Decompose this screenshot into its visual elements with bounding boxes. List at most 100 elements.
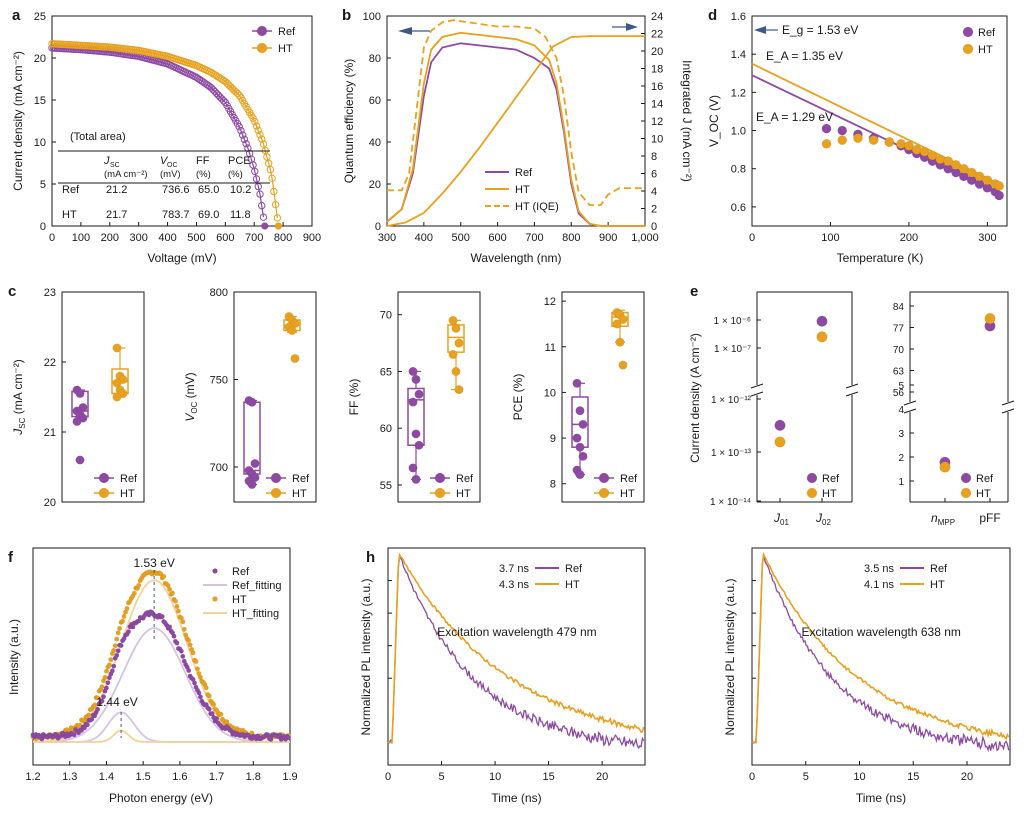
axis-break-mark bbox=[750, 383, 764, 389]
legend-marker bbox=[960, 487, 972, 499]
pl-data-point bbox=[178, 648, 184, 654]
legend-marker bbox=[98, 472, 110, 484]
current-density-point bbox=[774, 419, 786, 431]
x-tick-label: 0 bbox=[749, 771, 755, 783]
pl-data-point bbox=[174, 640, 180, 646]
y-tick-label: 0.8 bbox=[731, 164, 746, 176]
pl-data-point bbox=[92, 702, 98, 708]
y-tick-label: 8 bbox=[651, 151, 657, 163]
lifetime-label: 4.1 ns bbox=[864, 579, 894, 591]
box-data-point bbox=[247, 397, 257, 407]
box-data-point bbox=[578, 451, 588, 461]
y-tick-label: 1 × 10⁻¹⁴ bbox=[710, 497, 751, 508]
pl-data-point bbox=[103, 685, 110, 691]
axes-frame bbox=[751, 547, 1011, 766]
pl-data-point bbox=[172, 598, 179, 604]
x-tick-label: 100 bbox=[72, 232, 90, 244]
pl-data-point bbox=[197, 694, 204, 700]
y-tick-label: 20 bbox=[651, 46, 663, 58]
box-data-point bbox=[290, 353, 300, 364]
box-plot-frame bbox=[233, 291, 317, 503]
pl-data-point bbox=[119, 618, 126, 624]
y-tick-label: 700 bbox=[210, 462, 228, 474]
table-cell: 69.0 bbox=[198, 209, 219, 221]
box-data-point bbox=[247, 479, 257, 490]
pl-data-point bbox=[166, 586, 173, 592]
pl-data-point bbox=[206, 706, 212, 712]
ht-fit-main bbox=[33, 579, 290, 743]
y-tick-label: 20 bbox=[34, 53, 46, 65]
y-tick-label: 21 bbox=[44, 427, 56, 439]
legend-label: HT bbox=[930, 579, 945, 591]
y-axis-title: V_OC (V) bbox=[707, 95, 721, 147]
box-data-point bbox=[454, 385, 464, 395]
y-axis-title: PCE (%) bbox=[511, 374, 525, 421]
pl-data-point bbox=[169, 590, 176, 596]
x-axis-title: Wavelength (nm) bbox=[471, 251, 562, 265]
pl-data-point bbox=[186, 637, 192, 643]
jv-point bbox=[271, 200, 280, 209]
jv-point bbox=[242, 140, 250, 148]
x-tick-label: 400 bbox=[158, 232, 176, 244]
pl-data-point bbox=[95, 706, 101, 712]
axes-frame bbox=[909, 291, 1009, 502]
current-density-point bbox=[816, 315, 828, 327]
y-tick-label: 2 bbox=[898, 453, 904, 464]
trpl-decay-ref bbox=[388, 555, 645, 750]
pl-data-point bbox=[124, 605, 130, 612]
y-tick-label: 56 bbox=[893, 388, 905, 399]
legend-marker bbox=[98, 487, 110, 499]
pl-data-point bbox=[203, 685, 209, 691]
table-unit: (mA cm⁻²) bbox=[104, 169, 148, 180]
pl-data-point bbox=[99, 684, 105, 690]
table-cell: Ref bbox=[62, 184, 80, 196]
pl-data-point bbox=[95, 695, 101, 701]
pl-data-point bbox=[174, 603, 180, 610]
table-cell: 21.7 bbox=[106, 209, 127, 221]
panel-d-voc-temperature: d 0 100 200 300 0.6 0.8 1.0 1.2 1.4 1.6 Temperature… bbox=[707, 7, 1008, 265]
box-data-point bbox=[411, 374, 421, 385]
pl-data-point bbox=[187, 642, 193, 648]
pl-data-point bbox=[131, 590, 137, 596]
jv-point bbox=[240, 135, 249, 144]
y-tick-label: 1.6 bbox=[731, 11, 746, 23]
box-data-point bbox=[578, 419, 588, 429]
x-tick-label: 300 bbox=[378, 232, 396, 244]
box-data-point bbox=[448, 315, 458, 325]
legend-marker bbox=[434, 487, 446, 499]
y-axis-title-right: Integrated J (mA cm⁻²) bbox=[680, 60, 694, 182]
y-tick-label: 23 bbox=[44, 287, 56, 299]
pl-data-point bbox=[161, 573, 167, 580]
table-cell: 736.6 bbox=[162, 184, 190, 196]
pl-data-point bbox=[99, 698, 105, 704]
box-plot-frame bbox=[561, 291, 645, 503]
x-tick-label: 20 bbox=[961, 771, 973, 783]
x-tick-label: 500 bbox=[452, 232, 470, 244]
panel-label: h bbox=[366, 549, 375, 566]
pl-data-point bbox=[175, 608, 181, 614]
x-axis-title: Temperature (K) bbox=[837, 251, 924, 265]
box-data-point bbox=[575, 470, 585, 480]
box-data-point bbox=[572, 378, 582, 388]
y-tick-label: 800 bbox=[210, 287, 228, 299]
table-cell: 783.7 bbox=[162, 209, 190, 221]
y-tick-label: 1.4 bbox=[731, 49, 746, 61]
y-tick-label: 0 bbox=[375, 221, 381, 233]
jv-point bbox=[252, 122, 261, 130]
panel-a-jv-curves: a 0 100 200 300 400 500 600 700 800 900 0 5 10 15 20 25 V… bbox=[11, 7, 321, 265]
box-data-point bbox=[112, 392, 122, 402]
legend-label: Ref bbox=[976, 473, 994, 485]
table-unit: (%) bbox=[228, 169, 243, 180]
jv-point bbox=[259, 213, 268, 221]
y-tick-label: 15 bbox=[34, 95, 46, 107]
box-data-point bbox=[408, 397, 418, 407]
box-data-point bbox=[575, 406, 585, 416]
panel-g-trpl-479: h 0 5 10 15 20 Time (ns) Normalized PL intensit… bbox=[359, 547, 646, 805]
x-category-label: J01 bbox=[773, 511, 789, 527]
jv-point bbox=[251, 117, 259, 126]
y-axis-title: Intensity (a.u.) bbox=[7, 619, 21, 695]
pl-data-point bbox=[100, 694, 107, 700]
pl-data-point bbox=[180, 653, 186, 659]
voc-point bbox=[904, 140, 914, 151]
